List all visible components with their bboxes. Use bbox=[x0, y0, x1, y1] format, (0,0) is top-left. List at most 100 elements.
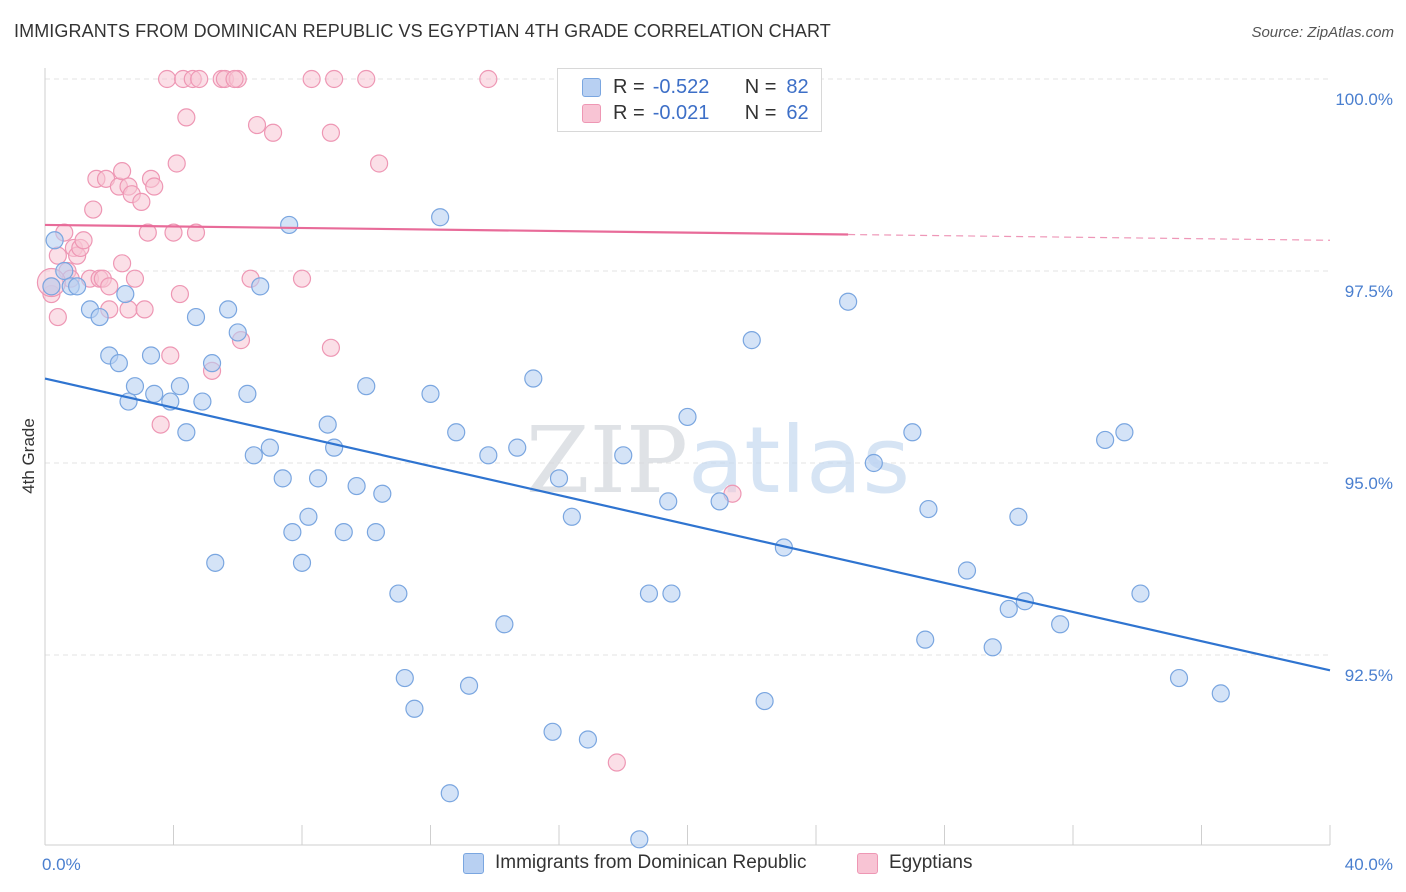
legend-r-value: -0.522 bbox=[652, 75, 710, 98]
dominican-point bbox=[202, 354, 222, 373]
dominican-point bbox=[459, 676, 479, 695]
dominican-point bbox=[639, 584, 659, 603]
egyptians-point bbox=[138, 223, 157, 242]
egyptians-point bbox=[177, 108, 196, 127]
dominican-point bbox=[116, 284, 135, 304]
x-tick-label: 0.0% bbox=[42, 855, 81, 874]
legend-r-label: R = bbox=[613, 75, 645, 98]
egyptians-point bbox=[292, 269, 312, 288]
dominican-point bbox=[318, 415, 337, 434]
dominican-point bbox=[524, 369, 543, 388]
dominican-point bbox=[283, 523, 302, 542]
egyptians-point bbox=[112, 254, 132, 273]
dominican-point bbox=[260, 438, 279, 457]
dominican-point bbox=[238, 384, 257, 403]
egyptians-point bbox=[302, 69, 321, 89]
legend-r-value: -0.021 bbox=[652, 101, 710, 124]
dominican-point bbox=[1051, 615, 1070, 634]
egyptians-point bbox=[325, 69, 344, 89]
dominican-point bbox=[389, 584, 408, 603]
blue-swatch-icon bbox=[463, 852, 484, 874]
egyptians-point bbox=[100, 277, 119, 296]
dominican-point bbox=[42, 277, 61, 296]
dominican-point bbox=[273, 469, 292, 488]
egyptians-point bbox=[157, 69, 177, 89]
legend-row-egyptians: R = -0.021 N = 62 bbox=[582, 100, 809, 126]
dominican-point bbox=[903, 423, 922, 442]
legend-n-value: 82 bbox=[786, 75, 809, 98]
egyptians-point bbox=[167, 154, 186, 173]
dominican-point bbox=[145, 384, 164, 403]
dominican-point bbox=[373, 484, 392, 503]
dominican-point bbox=[251, 277, 270, 296]
egyptians-point bbox=[190, 69, 209, 89]
tick-labels: 92.5% 95.0% 97.5% 100.0% 0.0% 40.0% 4th Grade bbox=[19, 90, 1393, 874]
dominican-point bbox=[916, 630, 935, 649]
dominican-point bbox=[1009, 507, 1028, 526]
blue-swatch-icon bbox=[582, 77, 601, 97]
dominican-point bbox=[543, 722, 562, 741]
correlation-legend: R = -0.522 N = 82 R = -0.021 N = 62 bbox=[557, 68, 822, 132]
dominican-point bbox=[742, 331, 761, 350]
egyptians-point bbox=[370, 154, 389, 173]
egyptians-point bbox=[263, 123, 283, 142]
x-tick-label: 40.0% bbox=[1345, 855, 1393, 874]
egyptians-point bbox=[170, 284, 190, 304]
series2-label: Egyptians bbox=[889, 852, 973, 873]
dominican-points bbox=[42, 208, 1230, 849]
dominican-point bbox=[919, 499, 938, 519]
dominican-point bbox=[334, 523, 353, 542]
dominican-trend-line bbox=[44, 377, 1331, 672]
egyptians-point bbox=[145, 177, 164, 196]
dominican-point bbox=[405, 699, 424, 718]
egyptians-point bbox=[48, 307, 67, 327]
trend-lines bbox=[44, 223, 1331, 672]
dominican-point bbox=[325, 438, 344, 457]
dominican-point bbox=[614, 446, 633, 465]
legend-row-dominican: R = -0.522 N = 82 bbox=[582, 74, 809, 100]
dominican-point bbox=[562, 507, 581, 526]
y-tick-label: 92.5% bbox=[1345, 666, 1393, 685]
dominican-point bbox=[440, 784, 459, 803]
dominican-point bbox=[678, 407, 697, 427]
dominican-point bbox=[983, 638, 1002, 657]
egyptians-point bbox=[125, 269, 145, 288]
dominican-point bbox=[1131, 584, 1150, 603]
dominican-point bbox=[193, 392, 212, 411]
legend-n-value: 62 bbox=[786, 101, 809, 124]
dominican-point bbox=[508, 438, 527, 457]
dominican-point bbox=[125, 377, 145, 396]
egyptians-point bbox=[119, 300, 138, 319]
egyptians-point bbox=[112, 162, 132, 181]
egyptians-point bbox=[247, 115, 267, 135]
pink-swatch-icon bbox=[582, 103, 601, 123]
dominican-point bbox=[1211, 684, 1230, 703]
dominican-point bbox=[839, 292, 858, 311]
egyptians-point bbox=[186, 223, 206, 242]
dominican-point bbox=[219, 300, 238, 319]
source-label: Source: ZipAtlas.com bbox=[1251, 24, 1394, 41]
grid-lines bbox=[45, 78, 1330, 656]
dominican-point bbox=[90, 307, 109, 327]
dominican-point bbox=[630, 830, 649, 849]
dominican-point bbox=[659, 492, 678, 511]
egyptians-point bbox=[225, 69, 244, 89]
dominican-point bbox=[578, 730, 598, 749]
egyptians-point bbox=[132, 192, 151, 211]
y-axis-label: 4th Grade bbox=[19, 418, 38, 494]
egyptians-point bbox=[135, 300, 154, 319]
y-tick-label: 95.0% bbox=[1345, 474, 1393, 493]
egyptians-point bbox=[607, 753, 626, 772]
pink-swatch-icon bbox=[857, 852, 878, 874]
series1-label: Immigrants from Dominican Republic bbox=[495, 852, 807, 873]
dominican-point bbox=[68, 277, 87, 296]
egyptians-trend-extension bbox=[848, 233, 1331, 241]
dominican-point bbox=[431, 208, 450, 227]
dominican-point bbox=[228, 323, 247, 342]
legend-n-label: N = bbox=[744, 101, 777, 124]
dominican-point bbox=[864, 453, 883, 473]
dominican-point bbox=[55, 261, 74, 281]
dominican-point bbox=[244, 446, 263, 465]
dominican-point bbox=[999, 599, 1018, 619]
